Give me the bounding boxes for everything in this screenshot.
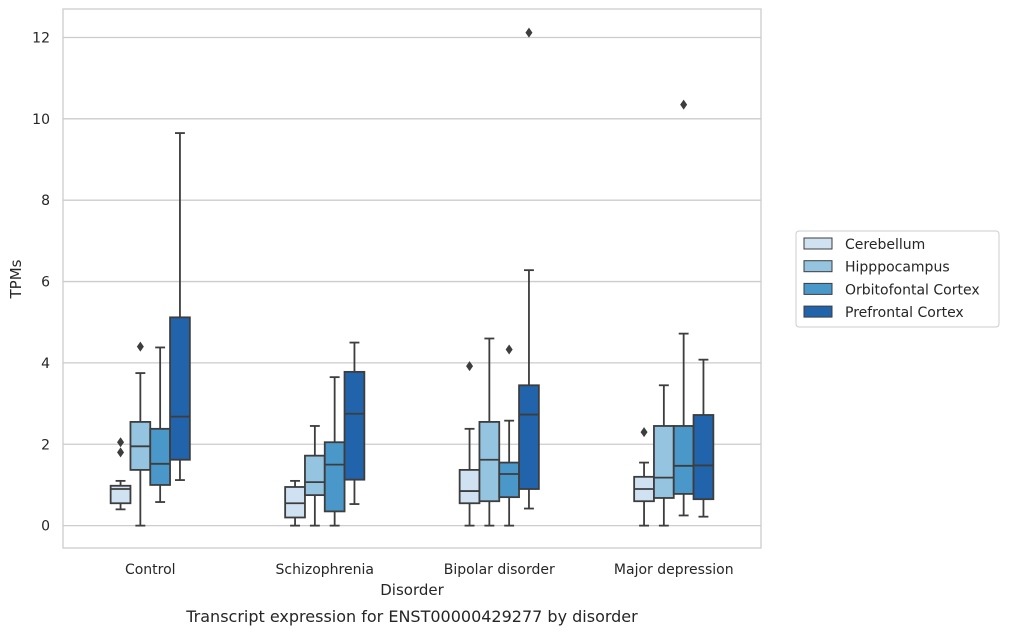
box-mark — [304, 425, 326, 527]
box-mark — [109, 437, 132, 511]
outlier-point — [680, 99, 688, 110]
box-body — [498, 461, 520, 499]
box-mark — [498, 344, 520, 527]
box-plot-series — [109, 27, 715, 527]
legend-label: Cerebellum — [845, 237, 925, 253]
box-mark — [149, 346, 171, 503]
x-tick-label: Schizophrenia — [276, 562, 374, 578]
legend-swatch — [803, 305, 833, 318]
legend-label: Prefrontal Cortex — [845, 305, 964, 321]
x-tick-label: Major depression — [614, 562, 734, 578]
box-mark — [169, 132, 191, 481]
y-tick-label: 0 — [41, 519, 50, 535]
y-tick-label: 10 — [32, 112, 50, 128]
series-group — [149, 99, 695, 527]
x-tick-label: Control — [125, 562, 176, 578]
box-body — [323, 441, 346, 513]
box-mark — [284, 479, 306, 527]
outlier-point — [466, 361, 474, 372]
plot-frame — [62, 8, 762, 549]
legend-item: Hipppocampus — [803, 260, 950, 276]
y-tick-label: 4 — [41, 356, 50, 372]
outlier-point — [505, 344, 513, 355]
series-group — [129, 337, 675, 527]
box-body — [692, 414, 715, 501]
y-tick-label: 2 — [41, 437, 50, 453]
box-mark — [478, 337, 501, 527]
legend-item: Cerebellum — [803, 237, 925, 253]
legend: Cerebellum Hipppocampus Orbitofontal Corte… — [795, 230, 1000, 328]
chart-caption: Transcript expression for ENST0000042927… — [185, 607, 638, 626]
box-mark — [518, 27, 540, 510]
y-tick-label: 8 — [41, 193, 50, 209]
x-tick-label: Bipolar disorder — [444, 562, 555, 578]
outlier-point — [525, 27, 533, 38]
box-mark — [129, 341, 152, 527]
legend-items: Cerebellum Hipppocampus Orbitofontal Corte… — [803, 237, 980, 321]
series-group — [169, 27, 715, 518]
box-body — [343, 370, 366, 481]
legend-label: Orbitofontal Cortex — [845, 282, 980, 298]
legend-swatch — [803, 237, 833, 250]
y-axis-label: TPMs — [7, 259, 25, 299]
legend-swatch — [803, 282, 833, 295]
y-tick-label: 6 — [41, 275, 50, 291]
x-axis-label: Disorder — [380, 581, 444, 599]
box-mark — [633, 427, 655, 527]
y-tick-labels: 0 2 4 6 8 10 12 — [32, 30, 50, 534]
box-mark — [343, 341, 366, 505]
y-tick-label: 12 — [32, 30, 50, 46]
box-mark — [458, 361, 481, 527]
box-body — [149, 427, 171, 486]
legend-swatch — [803, 260, 833, 273]
legend-item: Orbitofontal Cortex — [803, 282, 980, 298]
box-body — [653, 425, 675, 499]
outlier-point — [117, 437, 125, 448]
box-body — [304, 454, 326, 497]
box-mark — [672, 99, 695, 517]
box-body — [518, 384, 540, 490]
box-body — [458, 468, 481, 505]
legend-label: Hipppocampus — [845, 260, 950, 276]
outlier-point — [136, 341, 144, 352]
box-mark — [653, 384, 675, 527]
box-body — [109, 484, 132, 505]
box-mark — [323, 376, 346, 527]
outlier-point — [640, 427, 648, 438]
legend-frame — [795, 230, 1000, 328]
box-body — [478, 420, 501, 503]
outlier-point — [117, 447, 125, 458]
box-body — [284, 486, 306, 519]
x-tick-labels: Control Schizophrenia Bipolar disorder Majo… — [125, 562, 734, 578]
series-group — [109, 361, 655, 527]
box-body — [169, 316, 191, 461]
box-mark — [692, 358, 715, 518]
legend-item: Prefrontal Cortex — [803, 305, 964, 321]
box-body — [672, 425, 695, 495]
